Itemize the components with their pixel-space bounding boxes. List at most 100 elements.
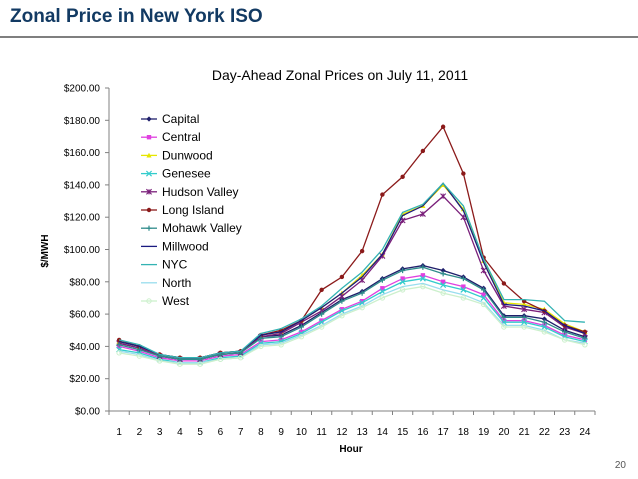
x-tick-label: 24 [579, 427, 591, 438]
chart-axes: $0.00 $20.00 $40.00 $60.00 $80.00 $100.00 $120… [64, 84, 596, 438]
y-tick-label: $160.00 [64, 148, 101, 159]
series-west [116, 283, 588, 367]
data-point-central [258, 339, 264, 344]
data-point-mohawk-valley [379, 277, 385, 283]
data-point-mohawk-valley [136, 347, 142, 353]
y-tick-label: $140.00 [64, 180, 101, 191]
data-point-west [561, 337, 568, 343]
data-point-west [521, 324, 527, 330]
data-point-mohawk-valley [562, 329, 568, 335]
legend-item-north: North [141, 276, 191, 290]
x-tick-label: 6 [218, 427, 224, 438]
data-point-hudson-valley [419, 210, 426, 217]
data-point-central [299, 329, 304, 335]
data-point-west [420, 283, 426, 290]
data-point-long-island [319, 287, 324, 293]
data-point-west [217, 356, 224, 363]
x-tick-label: 19 [478, 427, 490, 438]
data-point-mohawk-valley [460, 275, 466, 282]
data-point-west [298, 334, 305, 340]
data-point-west [116, 350, 122, 356]
x-tick-label: 9 [278, 427, 284, 438]
data-point-west [318, 324, 325, 330]
series-mohawk-valley [116, 264, 588, 362]
data-point-central [461, 284, 466, 289]
x-tick-label: 2 [137, 427, 143, 438]
x-tick-label: 3 [157, 427, 163, 438]
title-divider [0, 36, 638, 38]
x-tick-label: 23 [559, 427, 571, 438]
x-tick-label: 16 [417, 427, 429, 438]
x-tick-label: 7 [238, 427, 244, 438]
data-point-long-island [501, 281, 507, 286]
legend-item-capital: Capital [141, 112, 199, 126]
series-line-nyc [118, 182, 585, 359]
chart-title: Day-Ahead Zonal Prices on July 11, 2011 [212, 67, 469, 83]
data-point-long-island [339, 274, 345, 280]
x-tick-label: 1 [116, 427, 122, 438]
y-axis-label: $/MWH [40, 234, 51, 267]
data-point-genesee [379, 288, 386, 295]
data-point-west [177, 361, 183, 367]
data-point-west [278, 342, 284, 348]
legend-label: Central [162, 130, 201, 144]
x-tick-label: 11 [316, 427, 327, 438]
data-point-west [582, 342, 588, 348]
legend-label: Capital [162, 112, 199, 126]
x-tick-label: 12 [336, 427, 348, 438]
data-point-long-island [420, 148, 426, 154]
data-point-mohawk-valley [440, 271, 446, 277]
legend-marker [146, 188, 152, 195]
chart-legend: Capital Central Dunwood Genesee Hudson Valle… [141, 112, 242, 308]
data-point-mohawk-valley [541, 319, 547, 325]
legend-label: NYC [162, 258, 188, 272]
data-point-west [237, 355, 244, 361]
data-point-hudson-valley [521, 306, 528, 313]
x-tick-label: 4 [177, 427, 183, 438]
data-point-west [541, 329, 548, 335]
legend-item-millwood: Millwood [141, 239, 209, 253]
data-point-mohawk-valley [359, 290, 365, 296]
data-point-west [480, 301, 487, 308]
data-point-mohawk-valley [339, 298, 345, 304]
data-point-central [359, 298, 365, 304]
data-point-hudson-valley [440, 193, 447, 200]
legend-marker [146, 152, 152, 158]
legend-marker [146, 135, 152, 140]
data-point-central [562, 332, 567, 338]
y-tick-label: $100.00 [64, 245, 101, 256]
data-point-long-island [359, 248, 365, 254]
legend-label: Mohawk Valley [162, 221, 242, 235]
slide-title: Zonal Price in New York ISO [10, 6, 263, 27]
y-tick-label: $60.00 [69, 310, 100, 321]
data-point-capital [541, 316, 547, 322]
data-point-west [258, 343, 264, 350]
series-line-central [118, 274, 586, 362]
data-point-long-island [380, 192, 385, 197]
legend-item-genesee: Genesee [141, 167, 211, 181]
data-point-mohawk-valley [319, 311, 325, 317]
x-tick-label: 8 [258, 427, 264, 438]
data-point-central [380, 286, 385, 291]
x-tick-label: 21 [519, 427, 531, 438]
data-point-central [501, 318, 507, 323]
data-point-central [400, 276, 405, 281]
legend-label: Millwood [162, 239, 209, 253]
series-line-north [118, 282, 586, 364]
y-tick-label: $80.00 [69, 277, 100, 288]
x-tick-label: 14 [377, 427, 389, 438]
x-tick-label: 13 [357, 427, 369, 438]
data-point-mohawk-valley [521, 314, 527, 320]
data-point-west [460, 295, 467, 301]
x-tick-label: 10 [296, 427, 308, 438]
data-point-genesee [399, 278, 406, 285]
y-tick-label: $120.00 [64, 213, 101, 224]
legend-label: North [162, 276, 191, 290]
legend-label: Long Island [162, 203, 224, 217]
y-tick-label: $200.00 [64, 84, 101, 95]
data-point-west [501, 324, 507, 330]
x-axis-label: Hour [339, 444, 362, 455]
series-line-mohawk-valley [118, 266, 586, 360]
series-layer [116, 124, 588, 367]
